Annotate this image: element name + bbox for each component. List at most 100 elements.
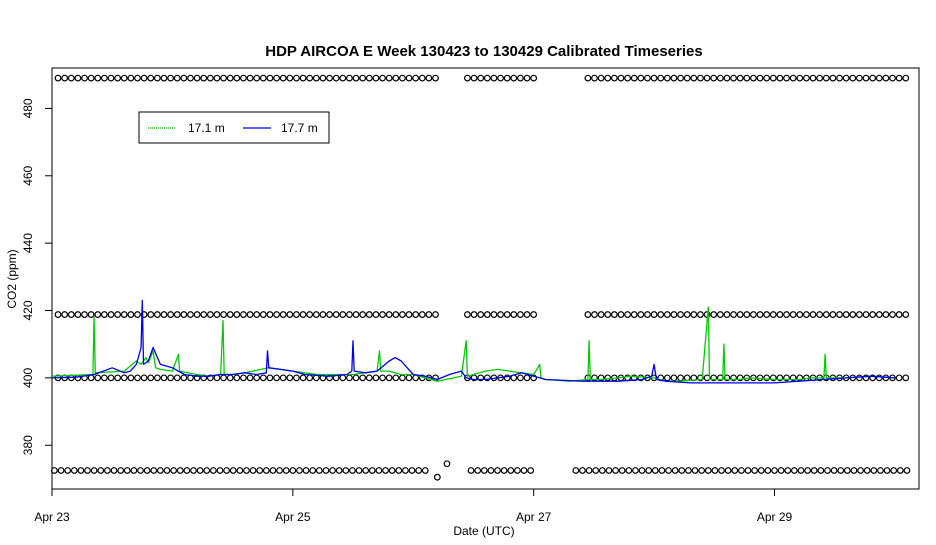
calibration-point [379,311,386,318]
calibration-point [120,311,128,318]
calibration-point [385,74,393,82]
calibration-point [309,467,317,474]
series-line-17-7-m [51,299,895,384]
calibration-point [349,467,356,474]
calibration-point [346,74,353,82]
calibration-point [685,467,692,474]
calibration-point [464,311,471,318]
calibration-point [703,74,711,82]
calibration-point [743,311,751,318]
calibration-point [233,311,241,318]
calibration-point [147,311,155,318]
calibration-point [114,311,122,318]
calibration-point [173,374,181,382]
calibration-point [392,74,400,82]
calibration-point [312,311,320,318]
calibration-point [625,467,633,474]
y-tick-label: 460 [21,165,35,185]
calibration-point [789,374,797,382]
calibration-point [809,74,817,82]
calibration-point [869,374,877,382]
calibration-point [156,467,164,474]
calibration-point [399,311,406,318]
calibration-point [572,467,580,474]
calibration-point [677,374,684,382]
calibration-point [632,467,639,474]
calibration-point [103,467,111,474]
calibration-point [143,467,151,474]
calibration-point [253,374,261,382]
calibration-point [711,467,719,474]
calibration-point [503,311,511,318]
calibration-point [127,74,135,82]
calibration-point [67,311,75,318]
calibration-point [335,467,343,474]
calibration-point [605,467,613,474]
calibration-point [173,311,181,318]
calibration-point [253,74,261,82]
calibration-point [432,74,439,82]
calibration-point [723,74,731,82]
calibration-point [743,74,751,82]
calibration-point [379,74,386,82]
calibration-point [737,467,745,474]
calibration-point [388,467,396,474]
y-tick-label: 400 [21,368,35,388]
calibration-point [514,467,521,474]
calibration-point [70,467,78,474]
calibration-point [790,467,798,474]
calibration-point [487,467,495,474]
calibration-point [339,311,347,318]
calibration-point [346,311,353,318]
calibration-point [783,311,790,318]
calibration-point [638,467,646,474]
calibration-point [855,374,863,382]
calibration-point [220,74,227,82]
calibration-point [332,311,340,318]
calibration-points-layer [51,74,911,481]
calibration-point [326,74,333,82]
calibration-point [233,74,241,82]
calibration-point [651,467,659,474]
calibration-point [691,467,699,474]
calibration-point [385,311,393,318]
calibration-point [677,74,684,82]
x-tick-label: Apr 23 [34,510,70,524]
calibration-point [279,74,287,82]
calibration-point [869,74,877,82]
calibration-point [683,74,691,82]
calibration-point [751,467,759,474]
calibration-point [306,374,314,382]
calibration-point [822,311,830,318]
calibration-point [97,467,105,474]
calibration-point [167,374,175,382]
calibration-point [117,467,125,474]
calibration-point [889,74,896,82]
calibration-point [332,74,340,82]
calibration-point [690,74,698,82]
calibration-point [842,311,850,318]
calibration-point [276,467,283,474]
calibration-point [253,311,261,318]
calibration-point [352,374,360,382]
calibration-point [776,74,784,82]
calibration-point [203,467,211,474]
calibration-point [405,374,413,382]
calibration-point [517,311,524,318]
calibration-point [710,311,718,318]
calibration-point [160,311,168,318]
calibration-point [299,74,307,82]
calibration-point [299,374,307,382]
calibration-point [503,374,511,382]
calibration-point [365,311,373,318]
calibration-point [94,311,102,318]
calibration-point [57,467,65,474]
calibration-point [637,374,645,382]
calibration-point [94,74,102,82]
calibration-point [180,311,188,318]
calibration-point [842,74,850,82]
calibration-point [877,467,884,474]
calibration-point [190,467,197,474]
calibration-point [730,374,737,382]
